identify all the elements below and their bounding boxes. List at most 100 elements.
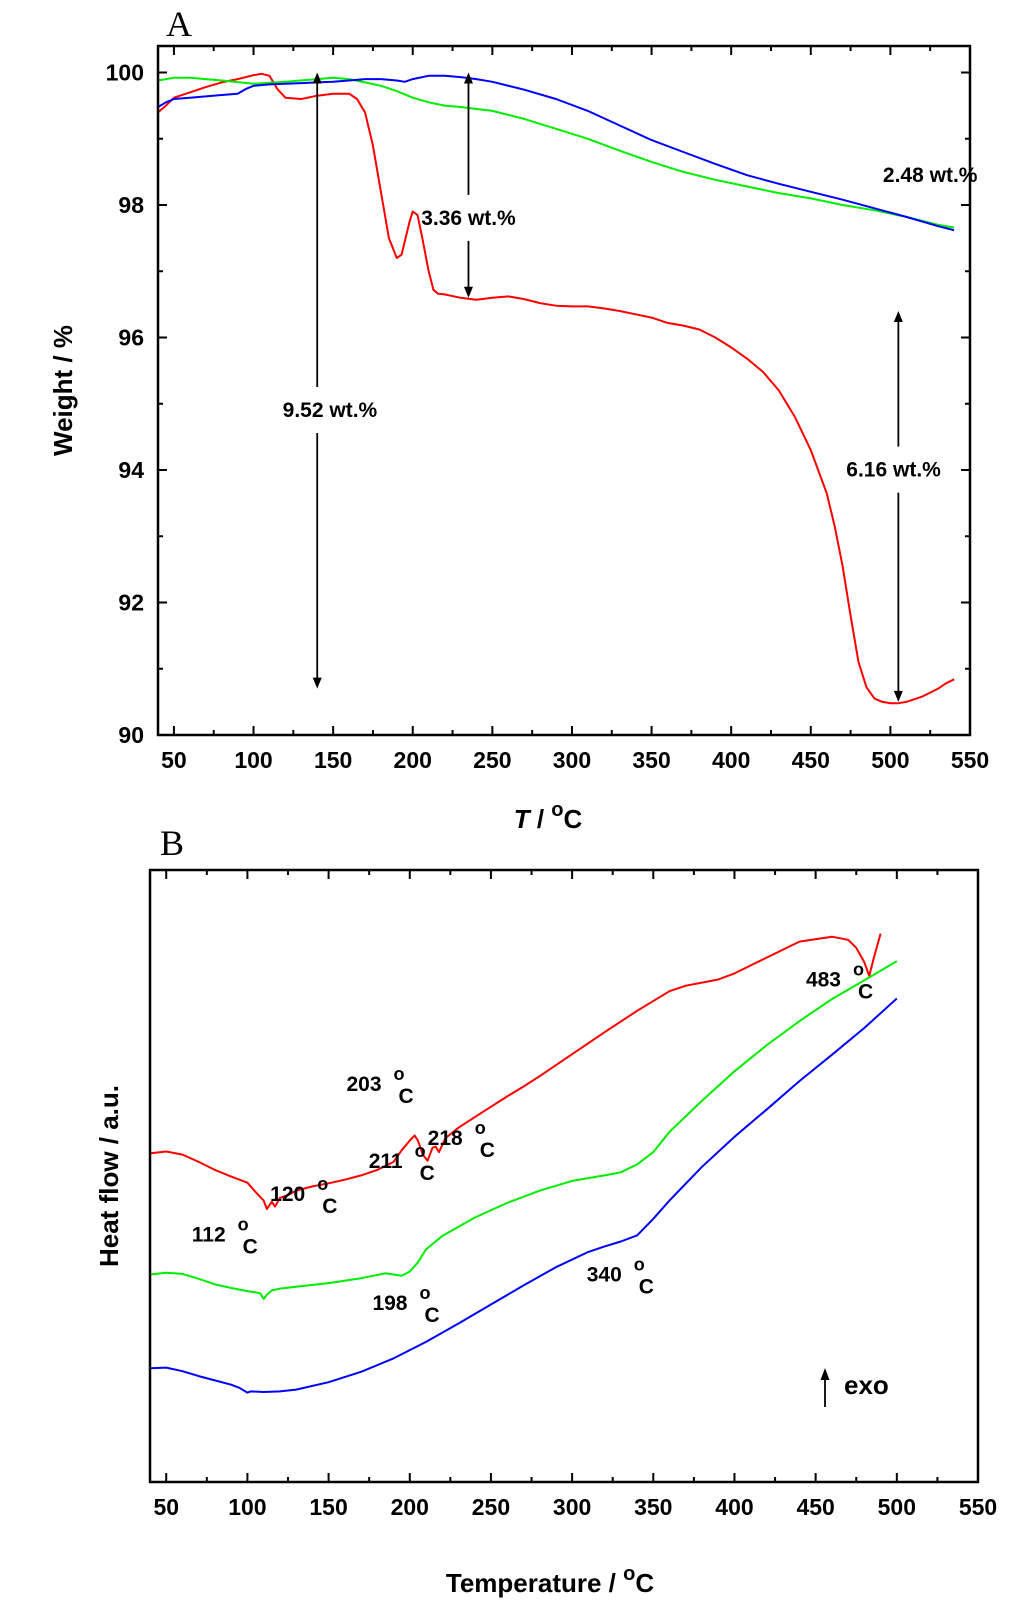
x-tick-label: 50: [161, 747, 187, 773]
celsius-unit: C: [399, 1085, 414, 1108]
celsius-unit: C: [858, 980, 873, 1003]
y-axis: 90 92 94 96 98 100: [106, 60, 970, 748]
weight-loss-arrow-2: 3.36 wt.%: [421, 72, 516, 298]
degree-symbol: o: [420, 1283, 431, 1303]
x-axis-title: Temperature / oC: [446, 1563, 654, 1598]
panel-B: B 50 100 150 200 250 300 350 400 450 500 550 Tempera…: [94, 823, 997, 1598]
weight-loss-arrow-3: 6.16 wt.%: [846, 311, 941, 702]
series-line-1: [157, 72, 955, 705]
series-line-3: [149, 997, 898, 1394]
peak-annotation: 218 oC: [428, 1118, 495, 1162]
y-axis-title: Heat flow / a.u.: [94, 1085, 124, 1267]
x-tick-label: 200: [391, 1494, 429, 1520]
weight-loss-label: 2.48 wt.%: [883, 164, 978, 187]
degree-symbol: o: [853, 959, 864, 979]
x-tick-label: 300: [553, 747, 591, 773]
x-tick-label: 350: [632, 747, 670, 773]
peak-annotation: 198 oC: [372, 1283, 439, 1327]
degree-symbol: o: [634, 1254, 645, 1274]
x-tick-label: 550: [959, 1494, 997, 1520]
series-line-1: [149, 933, 882, 1210]
plot-frame: [156, 44, 972, 737]
peak-temperature-value: 112: [192, 1223, 226, 1246]
weight-loss-label: 3.36 wt.%: [421, 207, 516, 230]
peak-annotation: 483 oC: [806, 959, 873, 1003]
celsius-unit: C: [425, 1304, 440, 1327]
degree-symbol: o: [415, 1141, 426, 1161]
x-tick-label: 300: [553, 1494, 591, 1520]
panel-A: A50 100 150 200 250 300 350 400 450 500 5509092949…: [48, 4, 989, 834]
peak-temperature-value: 211: [369, 1150, 403, 1173]
x-tick-label: 450: [792, 747, 830, 773]
x-tick-label: 150: [309, 1494, 347, 1520]
x-tick-label: 50: [153, 1494, 179, 1520]
celsius-unit: C: [322, 1195, 337, 1218]
y-tick-label: 92: [118, 590, 144, 616]
y-tick-label: 100: [106, 60, 144, 86]
peak-temperature-value: 483: [806, 968, 841, 991]
y-tick-label: 96: [118, 325, 144, 351]
celsius-unit: C: [639, 1275, 654, 1298]
degree-symbol: o: [394, 1064, 405, 1084]
x-tick-label: 150: [314, 747, 352, 773]
peak-annotation: 120 oC: [270, 1174, 337, 1218]
panel-letter: B: [160, 823, 184, 863]
x-axis: 50 100 150 200 250 300 350 400 450 500 550: [153, 870, 997, 1520]
arrow-head-up: [463, 72, 473, 84]
peak-temperature-value: 203: [346, 1073, 381, 1096]
peak-annotation: 112 oC: [192, 1214, 258, 1258]
y-tick-label: 90: [118, 722, 144, 748]
series-line-3: [157, 74, 955, 232]
y-tick-label: 98: [118, 192, 144, 218]
arrow-head-up: [893, 311, 903, 322]
celsius-unit: C: [480, 1139, 495, 1162]
weight-loss-arrow-1: 9.52 wt.%: [283, 72, 378, 689]
arrow-head-down: [463, 286, 473, 298]
x-tick-label: 450: [796, 1494, 834, 1520]
plot-frame: [148, 868, 980, 1484]
x-tick-label: 500: [871, 747, 909, 773]
x-tick-label: 350: [634, 1494, 672, 1520]
panel-letter: A: [166, 4, 192, 44]
exo-label: exo: [844, 1370, 889, 1400]
x-tick-label: 200: [394, 747, 432, 773]
series-line-2: [149, 960, 898, 1300]
degree-symbol: o: [238, 1214, 249, 1234]
y-tick-label: 94: [118, 457, 144, 483]
degree-symbol: o: [317, 1174, 328, 1194]
x-axis-title: T / oC: [514, 799, 583, 834]
peak-temperature-value: 198: [372, 1292, 407, 1315]
degree-symbol: o: [475, 1118, 486, 1138]
celsius-unit: C: [420, 1162, 435, 1185]
peak-annotation: 203 oC: [346, 1064, 413, 1108]
arrows: 9.52 wt.% 3.36 wt.% 6.16 wt.%: [283, 72, 941, 702]
celsius-unit: C: [243, 1235, 258, 1258]
x-tick-label: 250: [472, 1494, 510, 1520]
arrow-head-up: [312, 72, 322, 84]
x-tick-label: 100: [234, 747, 272, 773]
y-axis-title: Weight / %: [48, 325, 78, 456]
peak-temperature-value: 120: [270, 1183, 305, 1206]
x-tick-label: 500: [878, 1494, 916, 1520]
series-group: [157, 72, 955, 705]
x-tick-label: 400: [715, 1494, 753, 1520]
exo-indicator: exo: [820, 1368, 889, 1407]
up-arrow-icon: [820, 1368, 830, 1380]
series-group: [149, 933, 898, 1394]
x-tick-label: 250: [473, 747, 511, 773]
x-axis: 50 100 150 200 250 300 350 400 450 500 550: [161, 46, 989, 773]
peak-temperature-value: 218: [428, 1127, 463, 1150]
arrow-head-down: [893, 690, 903, 702]
peak-temperature-value: 340: [587, 1263, 622, 1286]
weight-loss-label: 9.52 wt.%: [283, 399, 378, 422]
weight-loss-label: 6.16 wt.%: [846, 459, 941, 482]
x-tick-label: 100: [228, 1494, 266, 1520]
series-line-2: [157, 76, 955, 229]
arrow-head-down: [312, 677, 322, 689]
peak-annotation: 340 oC: [587, 1254, 654, 1298]
x-tick-label: 550: [951, 747, 989, 773]
peak-annotation: 211 oC: [369, 1141, 435, 1185]
x-tick-label: 400: [712, 747, 750, 773]
